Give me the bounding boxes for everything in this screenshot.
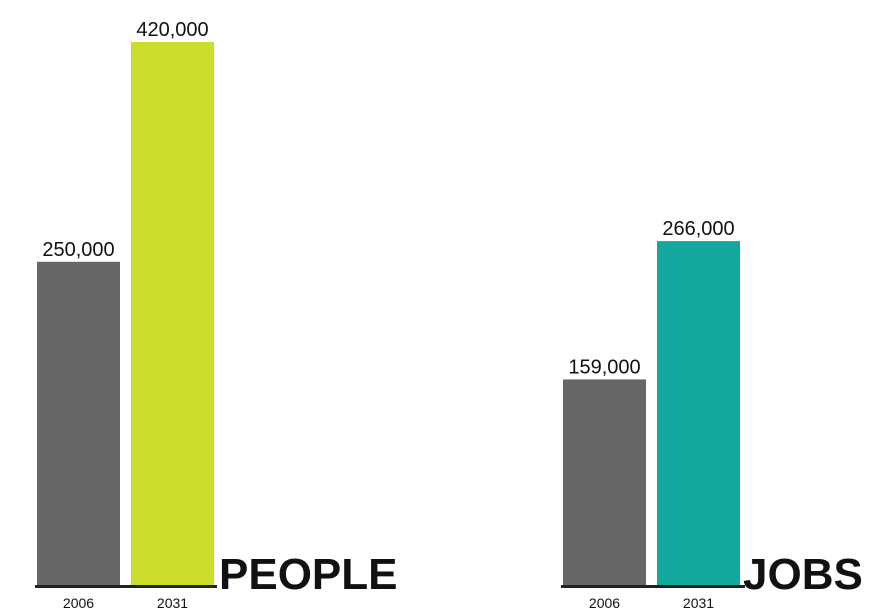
people-value-label-2006: 250,000	[42, 239, 114, 261]
people-tick-label-2006: 2006	[63, 595, 94, 611]
jobs-value-label-2006: 159,000	[568, 356, 640, 378]
jobs-bar-2031	[657, 241, 740, 585]
people-tick-label-2031: 2031	[157, 595, 188, 611]
jobs-tick-label-2031: 2031	[683, 595, 714, 611]
people-chart-title: PEOPLE	[219, 550, 398, 599]
people-value-label-2031: 420,000	[136, 19, 208, 41]
jobs-tick-label-2006: 2006	[589, 595, 620, 611]
people-chart-panel: 250,000 2006 420,000 2031 PEOPLE	[35, 19, 398, 611]
jobs-chart-title: JOBS	[743, 550, 863, 599]
people-bar-2006	[37, 261, 120, 585]
people-bar-2031	[131, 42, 214, 585]
jobs-bar-2006	[563, 379, 646, 585]
jobs-chart-panel: 159,000 2006 266,000 2031 JOBS	[561, 218, 863, 611]
jobs-value-label-2031: 266,000	[662, 218, 734, 240]
